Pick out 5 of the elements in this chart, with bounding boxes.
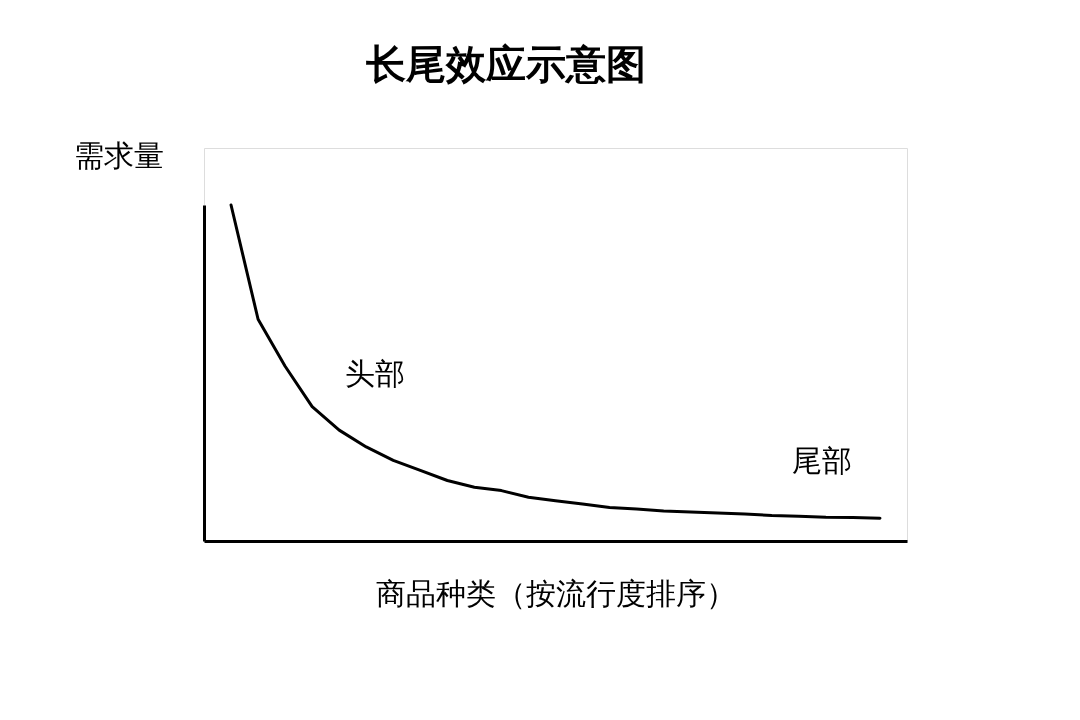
chart-title: 长尾效应示意图 [364,41,646,87]
annotation: 尾部 [792,443,852,478]
x-axis-title: 商品种类（按流行度排序） [376,575,736,611]
y-axis-title: 需求量 [73,137,164,173]
annotation: 头部 [345,356,405,391]
